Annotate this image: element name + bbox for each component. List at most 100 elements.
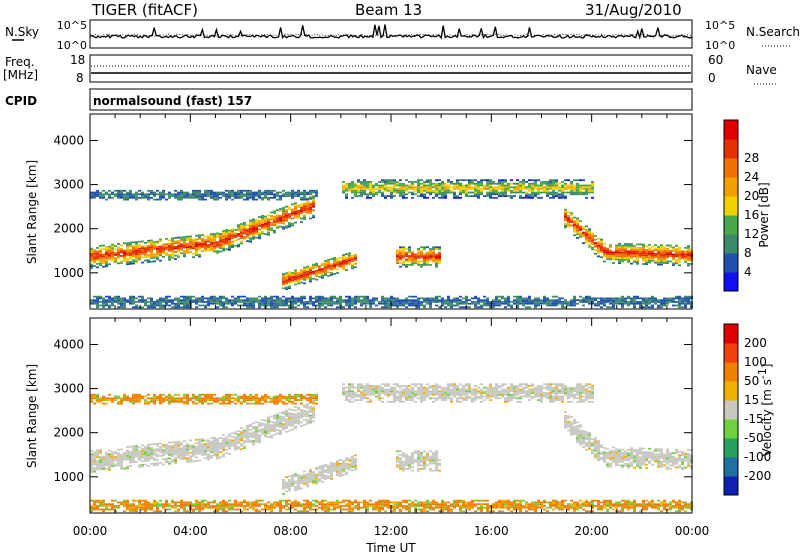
velocity-cell bbox=[117, 463, 120, 465]
velocity-cell bbox=[276, 417, 279, 419]
power-cell bbox=[570, 193, 573, 195]
power-cell bbox=[381, 186, 384, 188]
power-cell bbox=[111, 244, 114, 246]
velocity-cell bbox=[102, 461, 105, 463]
power-cell bbox=[411, 193, 414, 195]
power-cell bbox=[528, 183, 531, 185]
power-cell bbox=[312, 215, 315, 217]
power-cell bbox=[108, 263, 111, 265]
velocity-cell bbox=[144, 401, 147, 403]
power-cell bbox=[288, 192, 291, 194]
power-cell bbox=[201, 301, 204, 303]
power-cell bbox=[231, 246, 234, 248]
power-cell bbox=[282, 301, 285, 303]
power-cell bbox=[159, 240, 162, 242]
power-cell bbox=[573, 224, 576, 226]
velocity-cell bbox=[135, 396, 138, 398]
velocity-cell bbox=[195, 451, 198, 453]
power-cell bbox=[303, 267, 306, 269]
power-cell bbox=[558, 299, 561, 301]
velocity-cell bbox=[132, 507, 135, 509]
velocity-cell bbox=[318, 466, 321, 468]
power-cell bbox=[594, 303, 597, 305]
velocity-cell bbox=[306, 405, 309, 407]
power-cell bbox=[117, 195, 120, 197]
power-cell bbox=[357, 181, 360, 183]
velocity-cell bbox=[144, 503, 147, 505]
velocity-cell bbox=[291, 413, 294, 415]
y-tick-label: 1000 bbox=[53, 266, 84, 280]
velocity-cell bbox=[279, 401, 282, 403]
velocity-cell bbox=[312, 394, 315, 396]
power-cell bbox=[591, 247, 594, 249]
power-cell bbox=[156, 251, 159, 253]
power-cell bbox=[585, 298, 588, 300]
velocity-cell bbox=[201, 505, 204, 507]
velocity-cell bbox=[114, 451, 117, 453]
power-cell bbox=[522, 301, 525, 303]
velocity-cell bbox=[183, 454, 186, 456]
power-cell bbox=[330, 298, 333, 300]
power-cell bbox=[117, 254, 120, 256]
power-cell bbox=[429, 186, 432, 188]
velocity-cell bbox=[252, 444, 255, 446]
velocity-cell bbox=[156, 443, 159, 445]
velocity-cell bbox=[114, 456, 117, 458]
power-cell bbox=[564, 299, 567, 301]
velocity-cell bbox=[192, 446, 195, 448]
power-cell bbox=[396, 188, 399, 190]
velocity-cell bbox=[150, 397, 153, 399]
power-cell bbox=[204, 248, 207, 250]
power-cell bbox=[618, 257, 621, 259]
velocity-cell bbox=[126, 507, 129, 509]
power-cell bbox=[414, 188, 417, 190]
power-cell bbox=[405, 303, 408, 305]
velocity-cell bbox=[255, 437, 258, 439]
velocity-cell bbox=[252, 403, 255, 405]
power-cell bbox=[492, 188, 495, 190]
velocity-cell bbox=[105, 452, 108, 454]
power-cell bbox=[648, 244, 651, 246]
velocity-cell bbox=[297, 417, 300, 419]
velocity-cell bbox=[138, 397, 141, 399]
power-cell bbox=[402, 252, 405, 254]
power-cell bbox=[225, 299, 228, 301]
power-cell bbox=[258, 192, 261, 194]
power-cell bbox=[621, 247, 624, 249]
power-cell bbox=[99, 305, 102, 307]
velocity-cell bbox=[258, 401, 261, 403]
velocity-cell bbox=[288, 394, 291, 396]
power-cell bbox=[486, 183, 489, 185]
power-cell bbox=[282, 296, 285, 298]
power-cell bbox=[99, 257, 102, 259]
velocity-cell bbox=[174, 453, 177, 455]
power-cell bbox=[615, 255, 618, 257]
velocity-cell bbox=[279, 510, 282, 512]
power-cell bbox=[630, 301, 633, 303]
velocity-cell bbox=[138, 464, 141, 466]
power-cell bbox=[603, 299, 606, 301]
velocity-cell bbox=[309, 399, 312, 401]
power-cell bbox=[582, 192, 585, 194]
power-cell bbox=[180, 301, 183, 303]
velocity-cell bbox=[195, 505, 198, 507]
power-cell bbox=[189, 195, 192, 197]
power-cell bbox=[474, 305, 477, 307]
power-cell bbox=[225, 240, 228, 242]
power-cell bbox=[429, 252, 432, 254]
power-cell bbox=[276, 225, 279, 227]
velocity-cell bbox=[207, 399, 210, 401]
velocity-cell bbox=[120, 399, 123, 401]
power-cell bbox=[174, 305, 177, 307]
velocity-cell bbox=[255, 397, 258, 399]
velocity-cell bbox=[246, 505, 249, 507]
velocity-cell bbox=[255, 421, 258, 423]
velocity-cell bbox=[150, 454, 153, 456]
velocity-cell bbox=[120, 456, 123, 458]
power-cell bbox=[624, 255, 627, 257]
power-cell bbox=[387, 188, 390, 190]
power-cell bbox=[546, 301, 549, 303]
velocity-cell bbox=[177, 442, 180, 444]
velocity-cell bbox=[282, 479, 285, 481]
power-cell bbox=[606, 258, 609, 260]
